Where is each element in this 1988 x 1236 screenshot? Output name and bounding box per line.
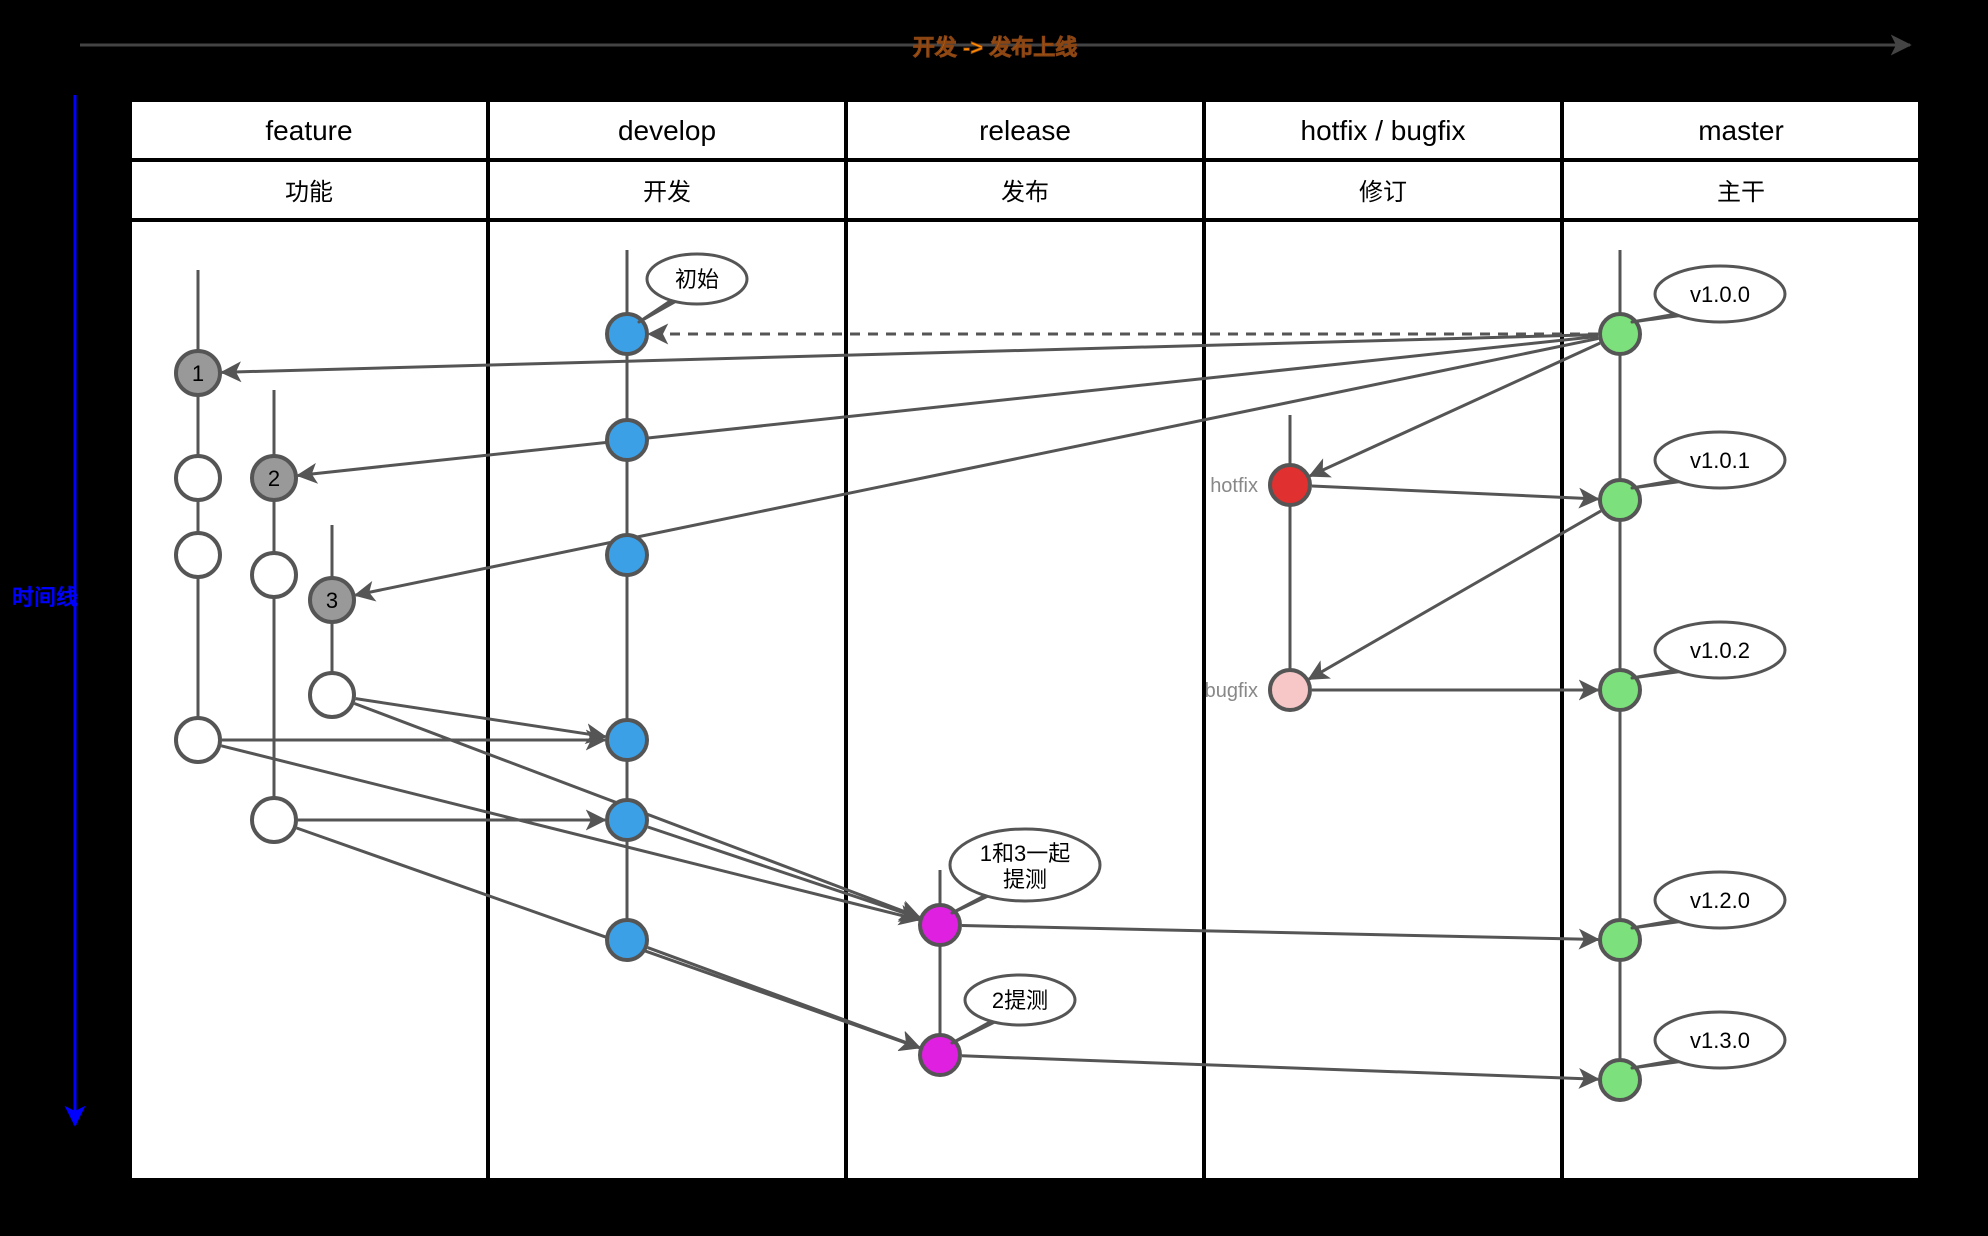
col-header-en: develop [618, 115, 716, 146]
node-label: 1 [192, 361, 204, 386]
commit-node [607, 720, 647, 760]
bubble-text: 初始 [675, 267, 719, 292]
commit-node [607, 420, 647, 460]
bubble-text: v1.0.0 [1690, 282, 1750, 307]
commit-node [176, 456, 220, 500]
commit-node [607, 535, 647, 575]
bubble-text: v1.3.0 [1690, 1028, 1750, 1053]
commit-node [607, 800, 647, 840]
bubble-text: 1和3一起 [980, 841, 1070, 866]
commit-node [310, 673, 354, 717]
bubble-text: v1.0.2 [1690, 638, 1750, 663]
bubble-text: 提测 [1003, 867, 1047, 892]
node-side-label: bugfix [1205, 680, 1258, 702]
bubble-text: v1.0.1 [1690, 448, 1750, 473]
col-header-cn: 功能 [285, 179, 333, 206]
bubble-text: 2提测 [992, 988, 1048, 1013]
col-header-en: release [979, 115, 1071, 146]
left-axis: 时间线 [12, 95, 78, 1125]
col-header-cn: 发布 [1001, 179, 1049, 206]
commit-node [252, 798, 296, 842]
col-header-en: feature [265, 115, 352, 146]
commit-node [176, 718, 220, 762]
top-axis: 开发 -> 发布上线 [80, 35, 1910, 60]
col-header-cn: 主干 [1717, 179, 1765, 206]
col-header-en: master [1698, 115, 1784, 146]
commit-node: 2 [252, 456, 296, 500]
commit-node: 3 [310, 578, 354, 622]
col-header-cn: 开发 [643, 179, 691, 206]
node-label: 2 [268, 466, 280, 491]
col-header-cn: 修订 [1359, 179, 1407, 206]
commit-node [252, 553, 296, 597]
commit-node: 1 [176, 351, 220, 395]
col-header-en: hotfix / bugfix [1301, 115, 1466, 146]
top-axis-label: 开发 -> 发布上线 [913, 35, 1077, 60]
bubble-text: v1.2.0 [1690, 888, 1750, 913]
commit-node [176, 533, 220, 577]
node-label: 3 [326, 588, 338, 613]
node-side-label: hotfix [1210, 475, 1258, 497]
commit-node [607, 920, 647, 960]
left-axis-label: 时间线 [12, 585, 78, 610]
